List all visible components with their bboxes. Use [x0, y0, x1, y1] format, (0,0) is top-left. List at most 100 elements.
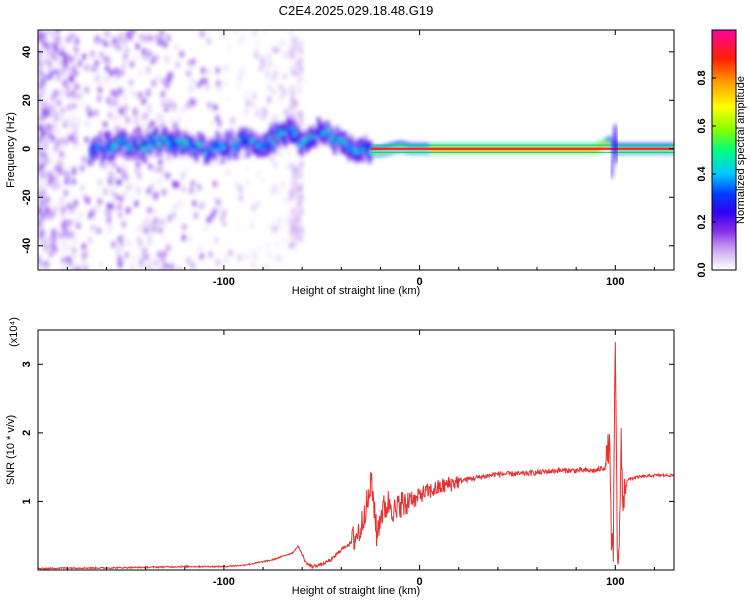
heatmap-ridge-cell — [286, 124, 290, 128]
heatmap-ridge-cell — [213, 152, 217, 156]
heatmap-ridge-cell — [131, 141, 135, 145]
heatmap-cell — [145, 216, 150, 223]
heatmap-ridge-cell — [333, 144, 337, 148]
heatmap-ridge-cell — [305, 136, 309, 140]
heatmap-ridge-cell — [100, 146, 105, 150]
heatmap-cell — [93, 110, 98, 117]
heatmap-cell — [97, 198, 102, 205]
heatmap-cell — [266, 53, 271, 60]
heatmap-ridge-cell — [126, 146, 131, 150]
heatmap-ridge-cell — [183, 130, 187, 134]
heatmap-ridge-cell — [253, 141, 257, 145]
heatmap-cell — [63, 62, 68, 69]
heatmap-cell — [50, 70, 55, 77]
heatmap-ridge-cell — [126, 143, 131, 147]
heatmap-ridge-cell — [286, 133, 290, 137]
heatmap-cell — [249, 223, 254, 230]
heatmap-ridge-cell — [300, 133, 304, 137]
heatmap-ridge-cell — [204, 148, 208, 152]
heatmap-cell — [283, 197, 288, 204]
heatmap-cell — [76, 222, 81, 229]
heatmap-ridge-cell — [124, 156, 128, 161]
heatmap-ridge-cell — [338, 127, 342, 132]
heatmap-ridge-cell — [140, 137, 145, 141]
heatmap-ridge-cell — [300, 153, 304, 157]
heatmap-cell — [62, 219, 67, 226]
heatmap-ridge-cell — [248, 148, 253, 152]
heatmap-cell — [155, 34, 160, 41]
heatmap-cell — [192, 264, 197, 270]
heatmap-cell — [105, 209, 110, 216]
heatmap-cell — [45, 32, 50, 39]
heatmap-ridge-cell — [225, 134, 229, 138]
heatmap-ridge-cell — [176, 147, 180, 151]
heatmap-ridge-cell — [284, 137, 288, 142]
heatmap-cell — [296, 112, 301, 119]
heatmap-cell — [40, 148, 45, 155]
heatmap-ridge-cell — [354, 160, 358, 165]
heatmap-cell — [158, 159, 163, 166]
heatmap-ridge-cell — [218, 150, 222, 154]
heatmap-ridge-cell — [124, 153, 128, 157]
heatmap-cell — [73, 130, 78, 137]
heatmap-cell — [50, 50, 55, 57]
heatmap-cell — [137, 173, 142, 180]
heatmap-ridge-cell — [117, 135, 121, 139]
heatmap-cell — [141, 40, 146, 47]
heatmap-cell — [141, 49, 146, 56]
heatmap-ridge-cell — [251, 143, 255, 147]
heatmap-ridge-cell — [340, 147, 344, 151]
heatmap-cell — [137, 225, 142, 232]
heatmap-cell — [94, 60, 99, 67]
heatmap-ridge-cell — [103, 144, 107, 148]
heatmap-ridge-cell — [314, 135, 318, 139]
heatmap-cell — [186, 257, 191, 264]
heatmap-cell — [142, 157, 147, 164]
heatmap-cell — [57, 144, 62, 151]
heatmap-cell — [173, 122, 178, 129]
heatmap-cell — [190, 63, 195, 70]
heatmap-ridge-cell — [272, 133, 276, 137]
heatmap-cell — [237, 40, 242, 47]
heatmap-cell — [50, 135, 55, 142]
heatmap-ridge-cell — [295, 140, 300, 144]
heatmap-cell — [226, 43, 231, 50]
heatmap-ridge-cell — [209, 156, 213, 160]
heatmap-ridge-cell — [213, 155, 217, 159]
heatmap-cell — [47, 242, 52, 249]
heatmap-cell — [203, 225, 208, 232]
heatmap-cell — [172, 180, 177, 187]
heatmap-cell — [61, 210, 66, 217]
heatmap-ridge-cell — [295, 127, 300, 131]
heatmap-cell — [147, 50, 152, 57]
heatmap-cell — [269, 222, 274, 229]
heatmap-ridge-cell — [197, 142, 201, 146]
heatmap-cell — [138, 69, 143, 76]
heatmap-ridge-cell — [366, 143, 370, 148]
heatmap-cell — [289, 65, 294, 72]
heatmap-ridge-cell — [105, 150, 109, 154]
heatmap-ridge-cell — [192, 142, 196, 146]
heatmap-cell — [46, 123, 51, 130]
heatmap-ridge-cell — [265, 140, 269, 144]
heatmap-cell — [166, 35, 171, 42]
heatmap-ridge-cell — [145, 143, 149, 147]
heatmap-ridge-cell — [159, 149, 163, 153]
heatmap-ridge-cell — [194, 142, 199, 146]
heatmap-cell — [51, 32, 56, 39]
heatmap-cell — [38, 150, 41, 157]
heatmap-cell — [48, 263, 53, 270]
heatmap-ridge-cell — [227, 137, 231, 142]
heatmap-cell — [147, 207, 152, 214]
heatmap-ridge-cell — [190, 137, 194, 141]
heatmap-cell — [173, 203, 178, 210]
heatmap-ridge-cell — [159, 146, 163, 150]
heatmap-cell — [260, 113, 265, 120]
heatmap-ridge-cell — [206, 154, 210, 158]
heatmap-cell — [46, 172, 51, 179]
heatmap-ridge-cell — [183, 146, 187, 150]
heatmap-ridge-cell — [277, 142, 281, 146]
heatmap-ridge-cell — [347, 138, 351, 142]
heatmap-cell — [258, 111, 263, 118]
heatmap-ridge-cell — [91, 147, 95, 151]
